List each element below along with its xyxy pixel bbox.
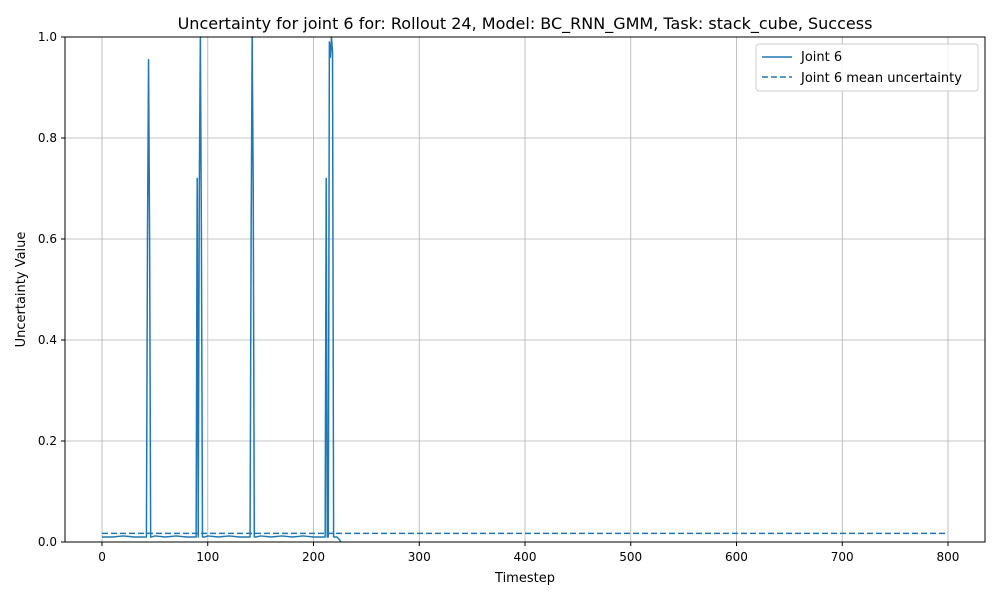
x-tick-label: 700 [831, 550, 854, 564]
x-tick-label: 400 [514, 550, 537, 564]
y-tick-label: 0.0 [38, 535, 57, 549]
x-tick-label: 600 [725, 550, 748, 564]
chart-title: Uncertainty for joint 6 for: Rollout 24,… [178, 14, 873, 34]
y-tick-label: 0.2 [38, 434, 57, 448]
y-tick-label: 1.0 [38, 30, 57, 44]
x-tick-label: 0 [98, 550, 106, 564]
x-axis-label: Timestep [494, 571, 555, 586]
y-tick-label: 0.8 [38, 131, 57, 145]
legend: Joint 6 Joint 6 mean uncertainty [755, 43, 979, 92]
legend-label-joint-6: Joint 6 [800, 50, 842, 65]
legend-box [755, 43, 979, 92]
y-axis-label: Uncertainty Value [14, 232, 29, 348]
legend-label-mean-uncertainty: Joint 6 mean uncertainty [800, 71, 962, 86]
y-axis-ticks: 0.0 0.2 0.4 0.6 0.8 1.0 [38, 30, 65, 549]
series-line-joint-6 [102, 36, 342, 543]
x-tick-label: 300 [408, 550, 431, 564]
grid [65, 36, 985, 543]
x-tick-label: 800 [937, 550, 960, 564]
x-axis-ticks: 0 100 200 300 400 500 600 700 800 [98, 542, 959, 564]
y-tick-label: 0.6 [38, 232, 57, 246]
x-tick-label: 100 [196, 550, 219, 564]
x-tick-label: 200 [302, 550, 325, 564]
y-tick-label: 0.4 [38, 333, 57, 347]
x-tick-label: 500 [619, 550, 642, 564]
plot-series [102, 36, 948, 543]
